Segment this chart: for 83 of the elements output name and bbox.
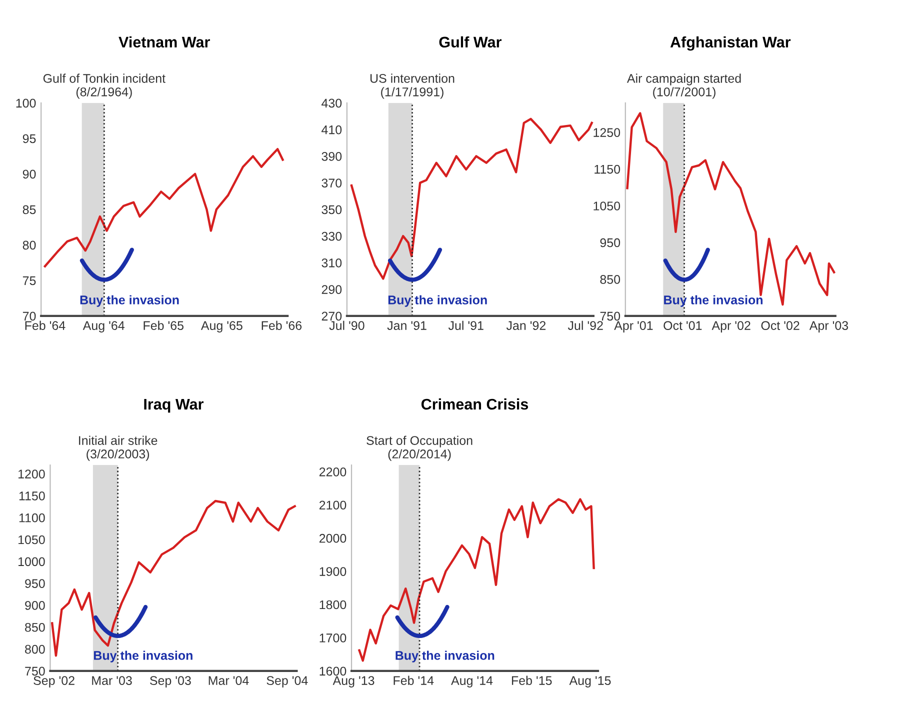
y-tick-label: 1050 — [594, 202, 620, 210]
y-tick-label: 430 — [322, 98, 342, 108]
y-tick-label: 850 — [600, 275, 620, 284]
x-tick-label: Oct '02 — [761, 321, 800, 330]
y-tick-label: 370 — [322, 178, 342, 188]
y-tick-label: 100 — [16, 98, 36, 108]
y-tick-label: 800 — [25, 644, 45, 654]
y-tick-label: 410 — [322, 125, 342, 134]
x-tick-label: Sep '02 — [34, 676, 74, 688]
y-tick-label: 1250 — [594, 128, 620, 137]
x-tick-label: Aug '64 — [82, 321, 124, 332]
annotation: Buy the invasion — [80, 295, 179, 307]
ref-line-label: US intervention (1/17/1991) — [370, 74, 454, 99]
annotation: Buy the invasion — [396, 650, 494, 662]
line-series — [350, 118, 593, 280]
annotation: Buy the invasion — [388, 295, 487, 307]
x-tick-label: Oct '01 — [664, 321, 702, 330]
x-tick-label: Mar '03 — [92, 676, 132, 685]
y-tick-label: 2200 — [319, 467, 346, 476]
y-tick-label: 80 — [22, 240, 36, 250]
x-tick-label: Feb '14 — [394, 676, 434, 685]
x-tick-label: Aug '13 — [332, 676, 374, 688]
chart-title: Crimean Crisis — [421, 398, 528, 410]
y-tick-label: 950 — [25, 579, 45, 588]
x-tick-label: Aug '65 — [200, 321, 242, 332]
x-tick-label: Apr '02 — [712, 321, 750, 332]
y-tick-label: 750 — [25, 666, 45, 676]
y-tick-label: 290 — [322, 285, 342, 294]
y-tick-label: 1900 — [320, 567, 346, 576]
y-tick-label: 1100 — [19, 513, 45, 522]
y-tick-label: 330 — [322, 232, 342, 241]
y-tick-label: 85 — [22, 205, 36, 214]
annotation: Buy the invasion — [94, 650, 192, 662]
y-tick-label: 950 — [600, 238, 620, 248]
y-tick-label: 1800 — [320, 600, 346, 610]
x-tick-label: Jan '91 — [387, 321, 426, 330]
chart-title: Vietnam War — [118, 36, 210, 48]
y-tick-label: 850 — [25, 622, 45, 632]
y-tick-label: 270 — [322, 312, 342, 321]
y-tick-label: 1200 — [18, 470, 45, 478]
line-series — [626, 112, 836, 306]
x-tick-label: Feb '66 — [262, 320, 302, 330]
y-tick-label: 90 — [22, 170, 36, 179]
x-tick-label: Feb '15 — [512, 676, 552, 685]
y-tick-label: 70 — [22, 312, 36, 321]
x-tick-label: Apr '01 — [614, 321, 653, 332]
x-tick-label: Aug '14 — [451, 676, 493, 688]
ref-line-label: Initial air strike (3/20/2003) — [79, 436, 158, 461]
y-tick-label: 2000 — [319, 534, 346, 543]
x-tick-label: Sep '03 — [150, 676, 191, 688]
x-tick-label: Feb '65 — [144, 320, 184, 330]
ref-line-label: Air campaign started (10/7/2001) — [626, 74, 741, 99]
annotation: Buy the invasion — [664, 295, 762, 307]
x-tick-label: Mar '04 — [208, 676, 249, 685]
y-tick-label: 2100 — [319, 500, 346, 510]
x-tick-label: Jul '92 — [568, 320, 603, 330]
ref-line-label: Gulf of Tonkin incident (8/2/1964) — [43, 74, 166, 99]
y-tick-label: 1600 — [320, 666, 346, 676]
chart-title: Gulf War — [439, 36, 502, 48]
y-tick-label: 1000 — [18, 557, 45, 566]
y-tick-label: 750 — [600, 312, 620, 321]
chart-title: Afghanistan War — [670, 36, 791, 51]
x-tick-label: Jan '92 — [506, 321, 546, 330]
y-tick-label: 1050 — [18, 535, 45, 544]
y-tick-label: 310 — [322, 258, 342, 268]
y-tick-label: 390 — [322, 152, 342, 161]
line-series — [44, 148, 284, 268]
x-tick-label: Jul '90 — [329, 320, 364, 330]
y-tick-label: 75 — [22, 276, 36, 286]
y-tick-label: 350 — [322, 205, 342, 214]
line-series — [358, 498, 595, 662]
x-tick-label: Apr '03 — [809, 321, 848, 332]
chart-title: Iraq War — [144, 398, 204, 413]
y-tick-label: 1150 — [19, 492, 45, 500]
x-tick-label: Jul '91 — [448, 320, 484, 330]
y-tick-label: 900 — [25, 601, 45, 610]
y-tick-label: 95 — [22, 134, 36, 144]
x-tick-label: Feb '64 — [25, 320, 66, 330]
y-tick-label: 1150 — [594, 164, 620, 174]
x-tick-label: Aug '15 — [569, 676, 611, 688]
y-tick-label: 1700 — [320, 634, 346, 642]
x-tick-label: Sep '04 — [266, 676, 308, 688]
ref-line-label: Start of Occupation (2/20/2014) — [366, 436, 472, 461]
